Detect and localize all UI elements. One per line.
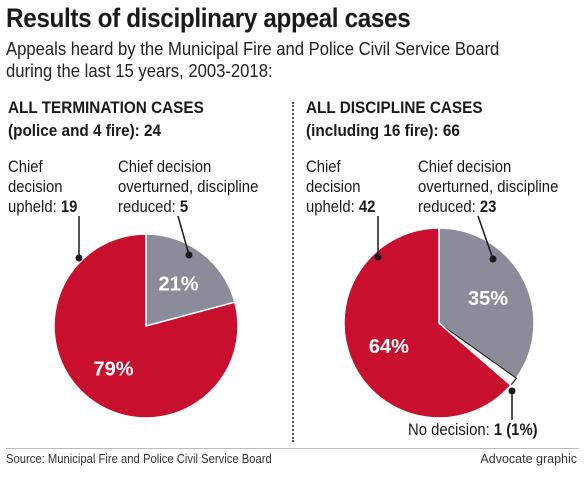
discipline-upheld-line-2: decision <box>306 178 361 196</box>
discipline-pct-overturned: 35% <box>468 288 508 310</box>
discipline-upheld-label: Chief decision upheld: 42 <box>306 157 375 217</box>
termination-upheld-line-2: decision <box>8 178 63 196</box>
discipline-upheld-line-3: upheld: 42 <box>306 197 375 217</box>
discipline-upheld-leader-dot <box>374 253 382 261</box>
panel-divider <box>292 102 294 442</box>
discipline-overturned-line-1: Chief decision <box>418 158 512 176</box>
discipline-upheld-count: 42 <box>358 198 376 216</box>
discipline-heading-line-2: (including 16 fire): 66 <box>306 119 483 142</box>
termination-pie: 21% 79% <box>53 233 239 419</box>
discipline-heading-line-1: ALL DISCIPLINE CASES <box>306 98 483 117</box>
termination-slice-overturned <box>145 233 236 327</box>
discipline-overturned-leader <box>477 215 494 260</box>
discipline-heading-text: (including 16 fire): <box>306 121 443 140</box>
discipline-no-decision-label: No decision: 1 (1%) <box>408 420 538 440</box>
termination-overturned-line-2: overturned, discipline <box>118 178 259 196</box>
no-decision-value: 1 (1%) <box>493 421 538 439</box>
termination-upheld-leader-dot <box>75 254 83 262</box>
discipline-upheld-line-1: Chief <box>306 158 341 176</box>
discipline-slice-overturned <box>438 227 535 380</box>
termination-upheld-count: 19 <box>60 198 78 216</box>
termination-overturned-line-3: reduced: 5 <box>118 197 258 217</box>
termination-overturned-line-1: Chief decision <box>118 158 212 176</box>
termination-overturned-leader-dot <box>185 251 193 259</box>
discipline-pct-upheld: 64% <box>369 336 409 358</box>
subtitle: Appeals heard by the Municipal Fire and … <box>6 38 499 82</box>
termination-upheld-line-3: upheld: 19 <box>8 197 77 217</box>
footer-divider <box>6 448 579 449</box>
termination-upheld-label: Chief decision upheld: 19 <box>8 157 77 217</box>
termination-upheld-text: upheld: <box>8 198 61 216</box>
page-title: Results of disciplinary appeal cases <box>6 3 411 33</box>
discipline-pie: 35% 64% <box>343 227 535 419</box>
termination-slice-upheld <box>53 233 239 419</box>
graphic-credit: Advocate graphic <box>480 452 577 466</box>
discipline-heading: ALL DISCIPLINE CASES (including 16 fire)… <box>306 96 483 142</box>
termination-heading-line-2: (police and 4 fire): 24 <box>8 119 204 142</box>
no-decision-leader-dot <box>508 387 516 395</box>
discipline-overturned-text: reduced: <box>418 198 480 216</box>
termination-overturned-count: 5 <box>179 198 189 216</box>
discipline-overturned-count: 23 <box>479 198 497 216</box>
termination-upheld-line-1: Chief <box>8 158 43 176</box>
termination-heading: ALL TERMINATION CASES (police and 4 fire… <box>8 96 204 142</box>
termination-total: 24 <box>144 121 162 140</box>
termination-heading-text: (police and 4 fire): <box>8 121 145 140</box>
discipline-slice-upheld <box>343 227 512 419</box>
termination-overturned-label: Chief decision overturned, discipline re… <box>118 157 258 217</box>
discipline-overturned-label: Chief decision overturned, discipline re… <box>418 157 558 217</box>
leader-lines <box>75 215 516 420</box>
termination-heading-line-1: ALL TERMINATION CASES <box>8 98 204 117</box>
discipline-upheld-text: upheld: <box>306 198 359 216</box>
discipline-overturned-leader-dot <box>489 255 497 263</box>
subtitle-line-2: during the last 15 years, 2003-2018: <box>6 60 273 81</box>
termination-pct-upheld: 79% <box>93 358 133 380</box>
source-note: Source: Municipal Fire and Police Civil … <box>6 452 272 466</box>
no-decision-text: No decision: <box>408 421 494 439</box>
termination-pct-overturned: 21% <box>158 274 198 296</box>
discipline-overturned-line-2: overturned, discipline <box>418 178 559 196</box>
subtitle-line-1: Appeals heard by the Municipal Fire and … <box>6 38 500 59</box>
discipline-overturned-line-3: reduced: 23 <box>418 197 558 217</box>
termination-overturned-text: reduced: <box>118 198 180 216</box>
termination-overturned-leader <box>177 215 190 256</box>
discipline-total: 66 <box>442 121 460 140</box>
